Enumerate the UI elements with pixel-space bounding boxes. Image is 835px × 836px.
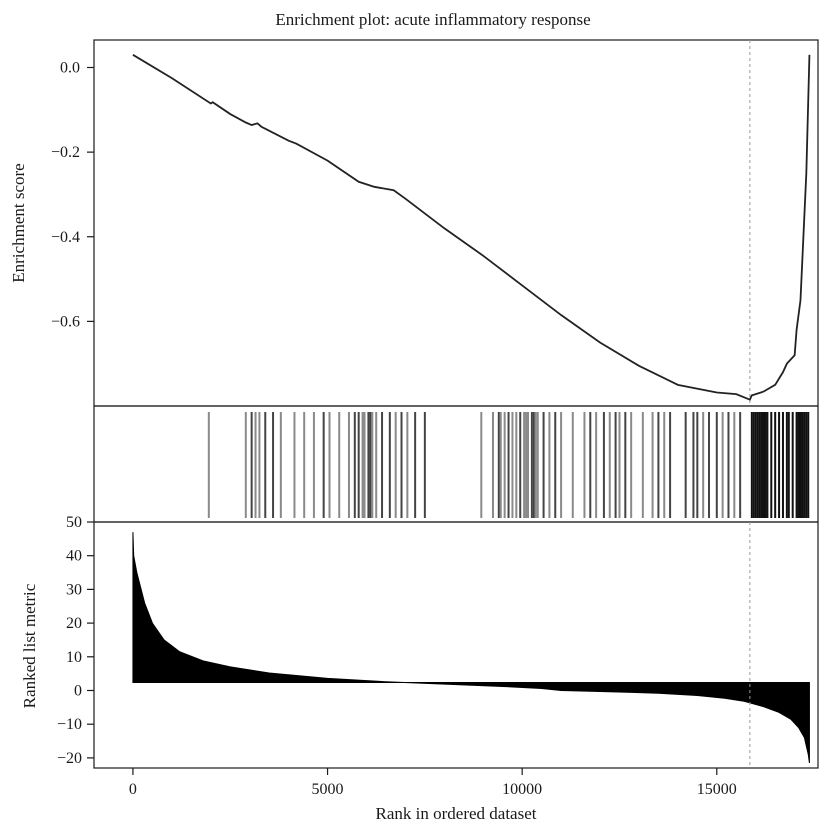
- rank-y-axis-label: Ranked list metric: [20, 583, 39, 708]
- rank-y-tick-label: 50: [66, 514, 82, 531]
- gene-hit-rug-panel: [93, 405, 819, 523]
- rank-plot-frame: [93, 521, 819, 769]
- rank-y-tick-label: 20: [66, 615, 82, 632]
- enrichment-score-line: [132, 54, 811, 401]
- es-y-axis-label: Enrichment score: [9, 163, 28, 282]
- rank-y-tick-label: 0: [74, 682, 82, 699]
- rank-x-axis-label: Rank in ordered dataset: [376, 804, 537, 823]
- es-y-tick-label: −0.4: [51, 229, 80, 246]
- rank-y-tick-label: −10: [57, 716, 82, 733]
- rank-y-tick-label: 10: [66, 649, 82, 666]
- rank-y-tick-label: 40: [66, 548, 82, 565]
- rank-x-axis: 0 5000 10000 15000: [129, 768, 737, 798]
- rank-y-tick-label: 30: [66, 581, 82, 598]
- rank-x-tick-label: 10000: [502, 781, 542, 798]
- ranked-metric-panel: 50 40 30 20 10 0 −10 −20 0 5000 10000 15000 Ranked…: [20, 514, 819, 823]
- rank-y-axis: 50 40 30 20 10 0 −10 −20: [57, 514, 94, 767]
- enrichment-score-panel: 0.0 −0.2 −0.4 −0.6 Enrichment score: [9, 39, 819, 407]
- rank-y-tick-label: −20: [57, 750, 82, 767]
- es-y-axis: 0.0 −0.2 −0.4 −0.6: [51, 60, 94, 330]
- ranked-metric-area: [132, 532, 810, 764]
- es-y-tick-label: −0.6: [51, 313, 80, 330]
- gene-hit-marks: [207, 412, 810, 518]
- rank-x-tick-label: 5000: [312, 781, 344, 798]
- rank-x-tick-label: 0: [129, 781, 137, 798]
- es-y-tick-label: −0.2: [51, 144, 80, 161]
- es-plot-frame: [93, 39, 819, 407]
- chart-title: Enrichment plot: acute inflammatory resp…: [275, 10, 590, 29]
- es-y-tick-label: 0.0: [60, 60, 80, 77]
- rank-x-tick-label: 15000: [697, 781, 737, 798]
